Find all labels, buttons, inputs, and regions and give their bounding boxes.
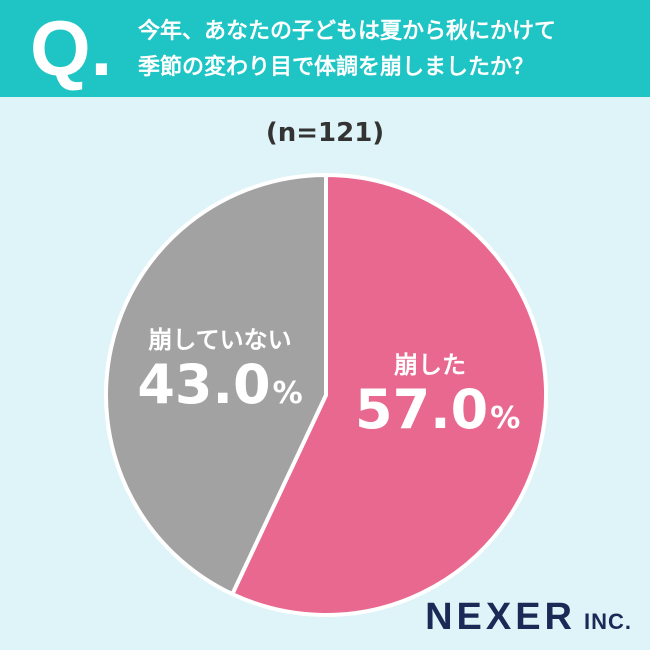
nexer-logo: NEXER INC. [0, 596, 632, 639]
slice-unit-0: % [490, 401, 521, 436]
q-mark: Q. [30, 4, 113, 92]
slice-label-1: 崩していない [148, 326, 292, 354]
slice-label-0: 崩した [394, 351, 466, 379]
slice-unit-1: % [272, 376, 303, 411]
question-header: Q. 今年、あなたの子どもは夏から秋にかけて 季節の変わり目で体調を崩しましたか… [0, 0, 650, 97]
logo-suffix: INC. [584, 609, 632, 634]
slice-number-0: 57.0 [355, 378, 489, 441]
pie-slice-0 [230, 173, 549, 617]
slice-text-0: 崩した 57.0% [355, 350, 520, 449]
slice-text-1: 崩していない 43.0% [135, 325, 305, 424]
question-line-1: 今年、あなたの子どもは夏から秋にかけて [138, 19, 557, 44]
question-text: 今年、あなたの子どもは夏から秋にかけて 季節の変わり目で体調を崩しましたか？ [138, 14, 638, 86]
pie-slice-1 [104, 173, 328, 597]
logo-brand: NEXER [425, 596, 576, 638]
slice-value-0: 57.0% [355, 378, 520, 449]
slice-number-1: 43.0 [137, 353, 271, 416]
sample-size: (n=121) [265, 118, 385, 148]
slice-value-1: 43.0% [135, 355, 305, 424]
question-line-2: 季節の変わり目で体調を崩しましたか？ [138, 55, 535, 80]
